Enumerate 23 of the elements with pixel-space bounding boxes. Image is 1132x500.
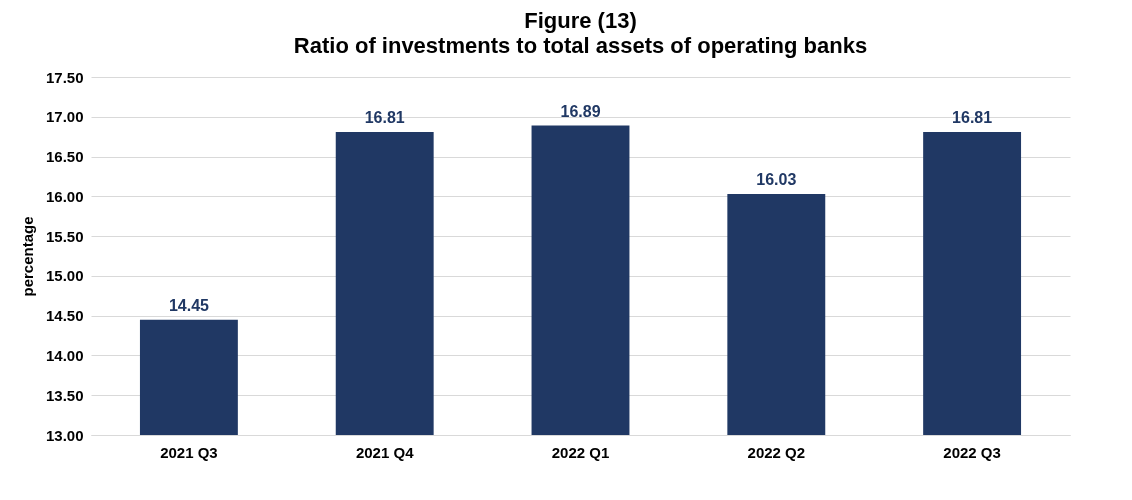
data-label: 16.03	[756, 170, 797, 188]
x-tick-label: 2022 Q1	[551, 443, 610, 461]
x-tick-label: 2021 Q4	[355, 443, 415, 461]
data-label: 16.81	[364, 108, 405, 126]
y-tick-label: 16.00	[45, 187, 84, 205]
y-tick-label: 13.00	[45, 426, 84, 444]
y-tick-label: 15.50	[45, 227, 84, 245]
y-tick-label: 16.50	[45, 148, 84, 166]
y-tick-label: 17.00	[45, 108, 84, 126]
y-tick-label: 14.00	[45, 346, 84, 364]
x-tick-label: 2022 Q2	[747, 443, 806, 461]
y-tick-label: 13.50	[45, 386, 84, 404]
y-tick-label: 15.00	[45, 267, 84, 285]
y-tick-label: 17.50	[45, 68, 84, 86]
data-label: 16.81	[952, 108, 993, 126]
y-tick-label: 14.50	[45, 307, 84, 325]
y-axis-title: percentage	[18, 216, 36, 297]
data-label: 16.89	[560, 102, 601, 120]
chart-subtitle: Ratio of investments to total assets of operating banks	[293, 33, 868, 58]
chart-title: Figure (13)	[524, 8, 637, 33]
data-label: 14.45	[168, 296, 210, 314]
x-tick-label: 2022 Q3	[943, 443, 1001, 461]
x-tick-label: 2021 Q3	[160, 443, 218, 461]
